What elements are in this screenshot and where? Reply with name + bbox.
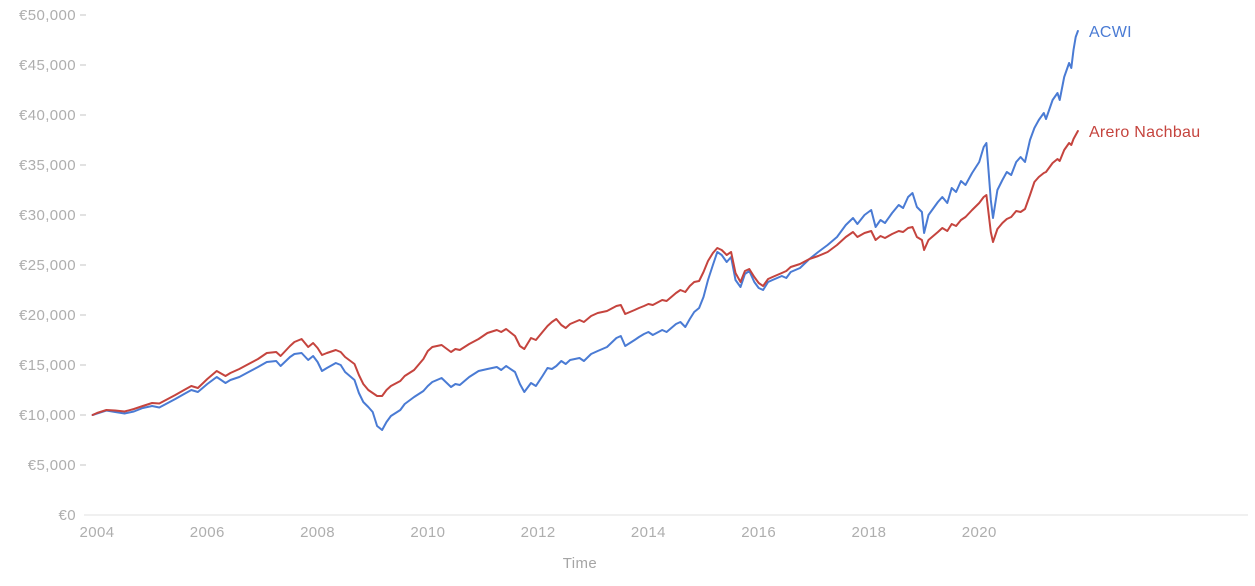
series-line-acwi[interactable] [91,30,1079,431]
x-tick-label: 2004 [80,524,115,541]
y-tick-label: €40,000 [19,107,76,124]
x-tick-label: 2018 [851,524,886,541]
x-tick-label: 2014 [631,524,666,541]
y-tick-label: €25,000 [19,257,76,274]
y-tick-label: €45,000 [19,57,76,74]
x-tick-label: 2010 [410,524,445,541]
y-tick-label: €50,000 [19,7,76,24]
y-tick-label: €35,000 [19,157,76,174]
x-tick-label: 2006 [190,524,225,541]
series-lines [91,30,1079,431]
y-axis: €0 €5,000 €10,000 €15,000 €20,000 €25,000 €30,… [19,7,86,524]
y-tick-label: €15,000 [19,357,76,374]
x-tick-label: 2020 [962,524,997,541]
y-tick-label: €5,000 [28,457,76,474]
series-end-labels: ACWI Arero Nachbau [1089,24,1201,141]
y-tick-label: €0 [59,507,77,524]
series-line-arero-nachbau[interactable] [91,130,1079,416]
y-tick-label: €10,000 [19,407,76,424]
x-axis: 2004 2006 2008 2010 2012 2014 2016 2018 2020 [80,514,1248,541]
x-tick-label: 2016 [741,524,776,541]
x-tick-label: 2008 [300,524,335,541]
x-tick-label: 2012 [521,524,556,541]
series-label-acwi: ACWI [1089,24,1132,41]
y-tick-label: €20,000 [19,307,76,324]
y-tick-label: €30,000 [19,207,76,224]
series-label-arero-nachbau: Arero Nachbau [1089,124,1201,141]
x-axis-title: Time [563,555,597,572]
